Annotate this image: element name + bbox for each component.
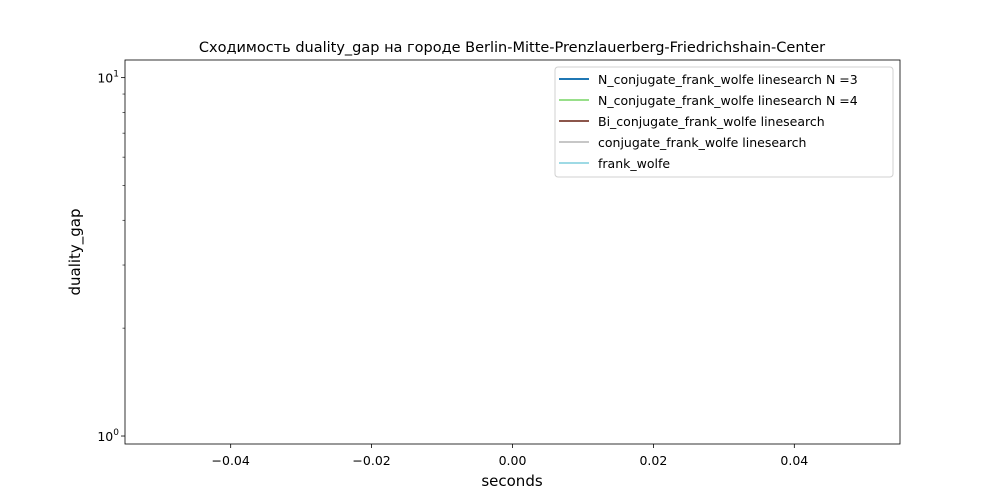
x-tick-label: 0.04 [780,453,808,468]
legend-label: N_conjugate_frank_wolfe linesearch N =3 [598,72,858,87]
legend-label: N_conjugate_frank_wolfe linesearch N =4 [598,93,858,108]
y-axis-label: duality_gap [66,208,85,295]
x-axis-label: seconds [481,472,542,490]
y-tick-label: 101 [97,70,119,86]
legend-frame [554,66,894,178]
x-tick-label: −0.02 [352,453,390,468]
legend-label: conjugate_frank_wolfe linesearch [598,135,806,150]
x-tick-label: −0.04 [212,453,250,468]
x-tick-label: 0.02 [639,453,667,468]
legend-label: frank_wolfe [598,156,670,171]
x-tick-label: 0.00 [499,453,527,468]
y-axis: 100 101 [97,70,125,444]
chart-title: Сходимость duality_gap на городе Berlin-… [199,40,825,56]
y-tick-label: 100 [97,428,119,444]
x-axis: −0.04 −0.02 0.00 0.02 0.04 [212,444,808,468]
legend-label: Bi_conjugate_frank_wolfe linesearch [598,114,825,129]
legend: N_conjugate_frank_wolfe linesearch N =3 N… [554,66,894,178]
